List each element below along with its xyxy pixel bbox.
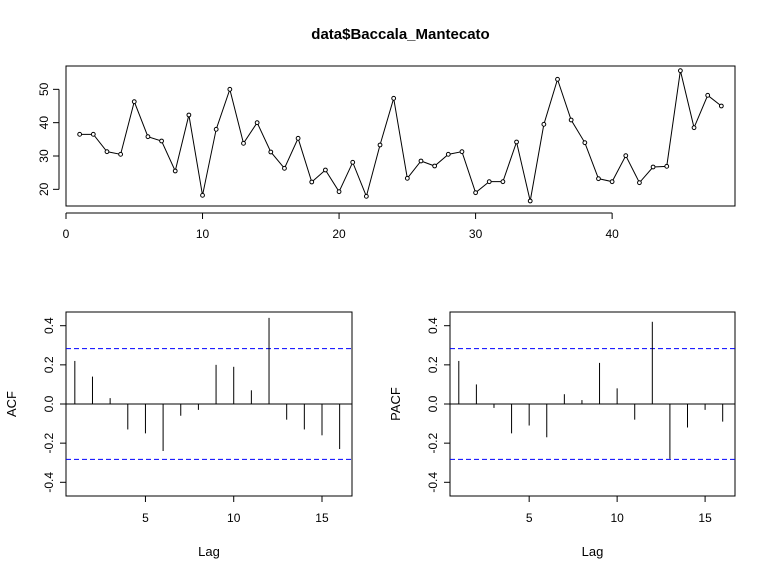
data-point	[295, 135, 301, 141]
acf-panel: 5 10 15 Lag -0.4 -0.2 0.0 0.2 0.4 ACF	[4, 311, 353, 559]
x-axis-label: Lag	[198, 544, 220, 559]
x-tick-label: 10	[196, 227, 210, 241]
time-series-panel: data$Baccala_Mantecato 0 10 20 30 40 20 30 40 50	[37, 26, 736, 241]
data-point	[282, 165, 287, 171]
data-point	[445, 151, 451, 157]
y-tick-label: 0.0	[426, 395, 440, 412]
y-tick-label: 0.2	[426, 356, 440, 373]
data-point	[391, 95, 397, 101]
data-point	[486, 179, 492, 185]
data-point	[227, 86, 233, 92]
x-tick-label: 15	[698, 511, 712, 525]
y-tick-label: 0.2	[42, 356, 56, 373]
y-tick-label: 0.4	[42, 317, 56, 334]
x-tick-label: 40	[605, 227, 619, 241]
chart-title: data$Baccala_Mantecato	[311, 26, 489, 43]
data-point	[527, 198, 533, 204]
data-point	[459, 149, 465, 155]
data-point	[159, 138, 164, 144]
data-point	[213, 126, 219, 132]
data-point	[323, 167, 328, 173]
y-tick-label: 0.0	[42, 395, 56, 412]
y-axis-label: PACF	[388, 387, 403, 421]
data-point	[200, 192, 205, 198]
data-point	[90, 131, 96, 137]
data-point	[500, 179, 506, 185]
x-tick-label: 0	[63, 227, 70, 241]
data-point	[637, 180, 642, 186]
y-tick-label: -0.4	[42, 472, 56, 493]
plot-frame	[65, 65, 736, 207]
y-axis-label: ACF	[4, 391, 19, 417]
data-point	[254, 120, 260, 126]
data-point	[172, 168, 178, 174]
y-tick-label: 40	[37, 116, 51, 130]
data-point	[131, 99, 137, 105]
data-point	[404, 175, 410, 181]
data-point	[77, 131, 83, 137]
x-tick-label: 20	[332, 227, 346, 241]
data-point	[418, 158, 424, 164]
x-tick-label: 10	[227, 511, 241, 525]
data-point	[555, 76, 560, 82]
y-tick-label: 20	[37, 182, 51, 196]
data-point	[705, 92, 711, 98]
data-point	[268, 149, 274, 155]
data-point	[609, 179, 615, 185]
y-tick-label: -0.4	[426, 472, 440, 493]
data-point	[336, 189, 342, 195]
data-point	[363, 193, 369, 199]
data-point	[473, 190, 478, 196]
y-tick-label: 30	[37, 149, 51, 163]
pacf-panel: 5 10 15 Lag -0.4 -0.2 0.0 0.2 0.4 PACF	[388, 311, 736, 559]
data-point	[718, 103, 724, 109]
x-tick-label: 5	[142, 511, 149, 525]
data-point	[596, 176, 601, 182]
data-point	[691, 125, 697, 131]
x-tick-label: 5	[526, 511, 533, 525]
data-point	[118, 151, 124, 157]
data-point	[104, 149, 110, 155]
data-point	[350, 159, 356, 165]
data-point	[145, 134, 151, 140]
series-line	[79, 70, 722, 202]
y-tick-label: -0.2	[42, 432, 56, 453]
y-tick-label: 50	[37, 82, 51, 96]
x-axis-label: Lag	[582, 544, 604, 559]
x-tick-label: 15	[315, 511, 329, 525]
x-tick-label: 30	[469, 227, 483, 241]
data-point	[541, 121, 547, 127]
x-tick-label: 10	[610, 511, 624, 525]
data-point	[650, 164, 656, 170]
data-point	[432, 163, 438, 169]
data-point	[664, 163, 670, 169]
y-tick-label: 0.4	[426, 317, 440, 334]
data-point	[623, 153, 629, 159]
data-point	[514, 139, 519, 145]
y-tick-label: -0.2	[426, 432, 440, 453]
data-point	[377, 142, 383, 148]
data-point	[186, 112, 192, 118]
data-point	[309, 179, 315, 185]
data-point	[568, 117, 574, 123]
data-point	[241, 140, 246, 146]
data-point	[582, 140, 588, 146]
data-point	[677, 68, 683, 74]
